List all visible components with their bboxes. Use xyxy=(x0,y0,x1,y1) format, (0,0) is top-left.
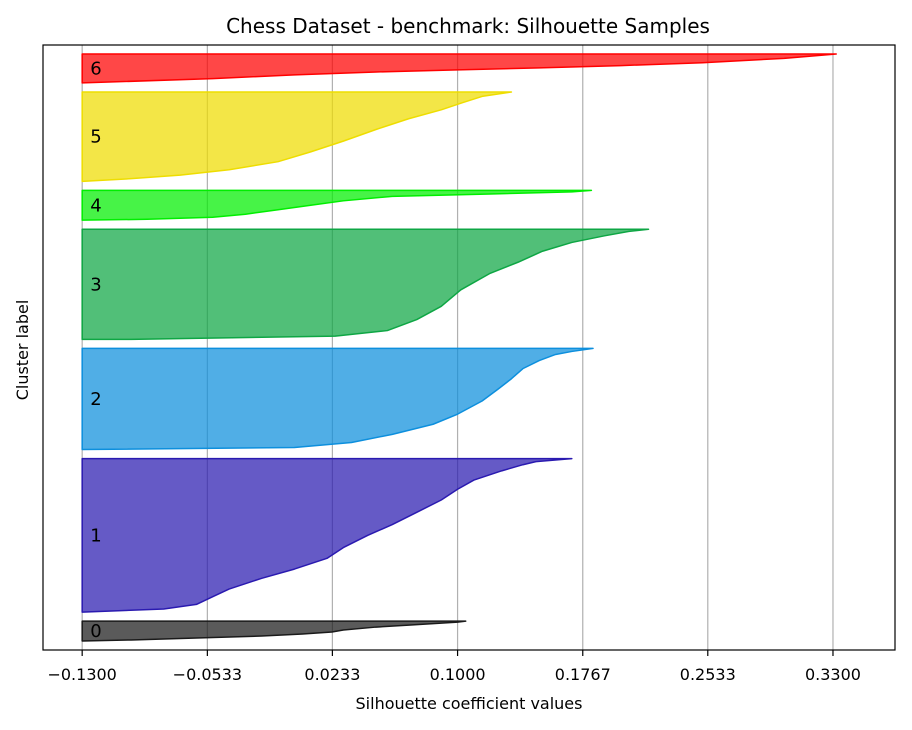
x-tick-label: −0.0533 xyxy=(173,665,242,684)
cluster-label-4: 4 xyxy=(90,195,101,216)
cluster-6-silhouette xyxy=(81,53,837,84)
chart-title: Chess Dataset - benchmark: Silhouette Sa… xyxy=(226,14,710,38)
y-axis-label: Cluster label xyxy=(13,300,32,401)
x-axis-ticks: −0.1300 −0.0533 0.0233 0.1000 0.1767 0.2533 0.… xyxy=(47,650,861,684)
cluster-label-2: 2 xyxy=(90,389,101,410)
cluster-label-1: 1 xyxy=(90,525,101,546)
x-tick-label: −0.1300 xyxy=(47,665,116,684)
cluster-label-3: 3 xyxy=(90,274,101,295)
x-tick-label: 0.3300 xyxy=(805,665,861,684)
silhouette-clusters xyxy=(81,53,837,642)
cluster-label-6: 6 xyxy=(90,58,101,79)
cluster-label-0: 0 xyxy=(90,621,101,642)
x-tick-label: 0.0233 xyxy=(304,665,360,684)
cluster-4-silhouette xyxy=(81,189,593,221)
cluster-label-5: 5 xyxy=(90,127,101,148)
x-tick-label: 0.1000 xyxy=(430,665,486,684)
cluster-5-silhouette xyxy=(81,91,513,183)
cluster-labels: 0 1 2 3 4 5 6 xyxy=(90,58,101,642)
x-axis-label: Silhouette coefficient values xyxy=(356,694,583,713)
cluster-1-silhouette xyxy=(81,457,573,613)
cluster-0-silhouette xyxy=(81,620,467,642)
plot-frame xyxy=(42,44,896,651)
cluster-3-silhouette xyxy=(81,228,650,341)
x-tick-label: 0.1767 xyxy=(555,665,611,684)
cluster-2-silhouette xyxy=(81,347,594,451)
x-tick-label: 0.2533 xyxy=(680,665,736,684)
